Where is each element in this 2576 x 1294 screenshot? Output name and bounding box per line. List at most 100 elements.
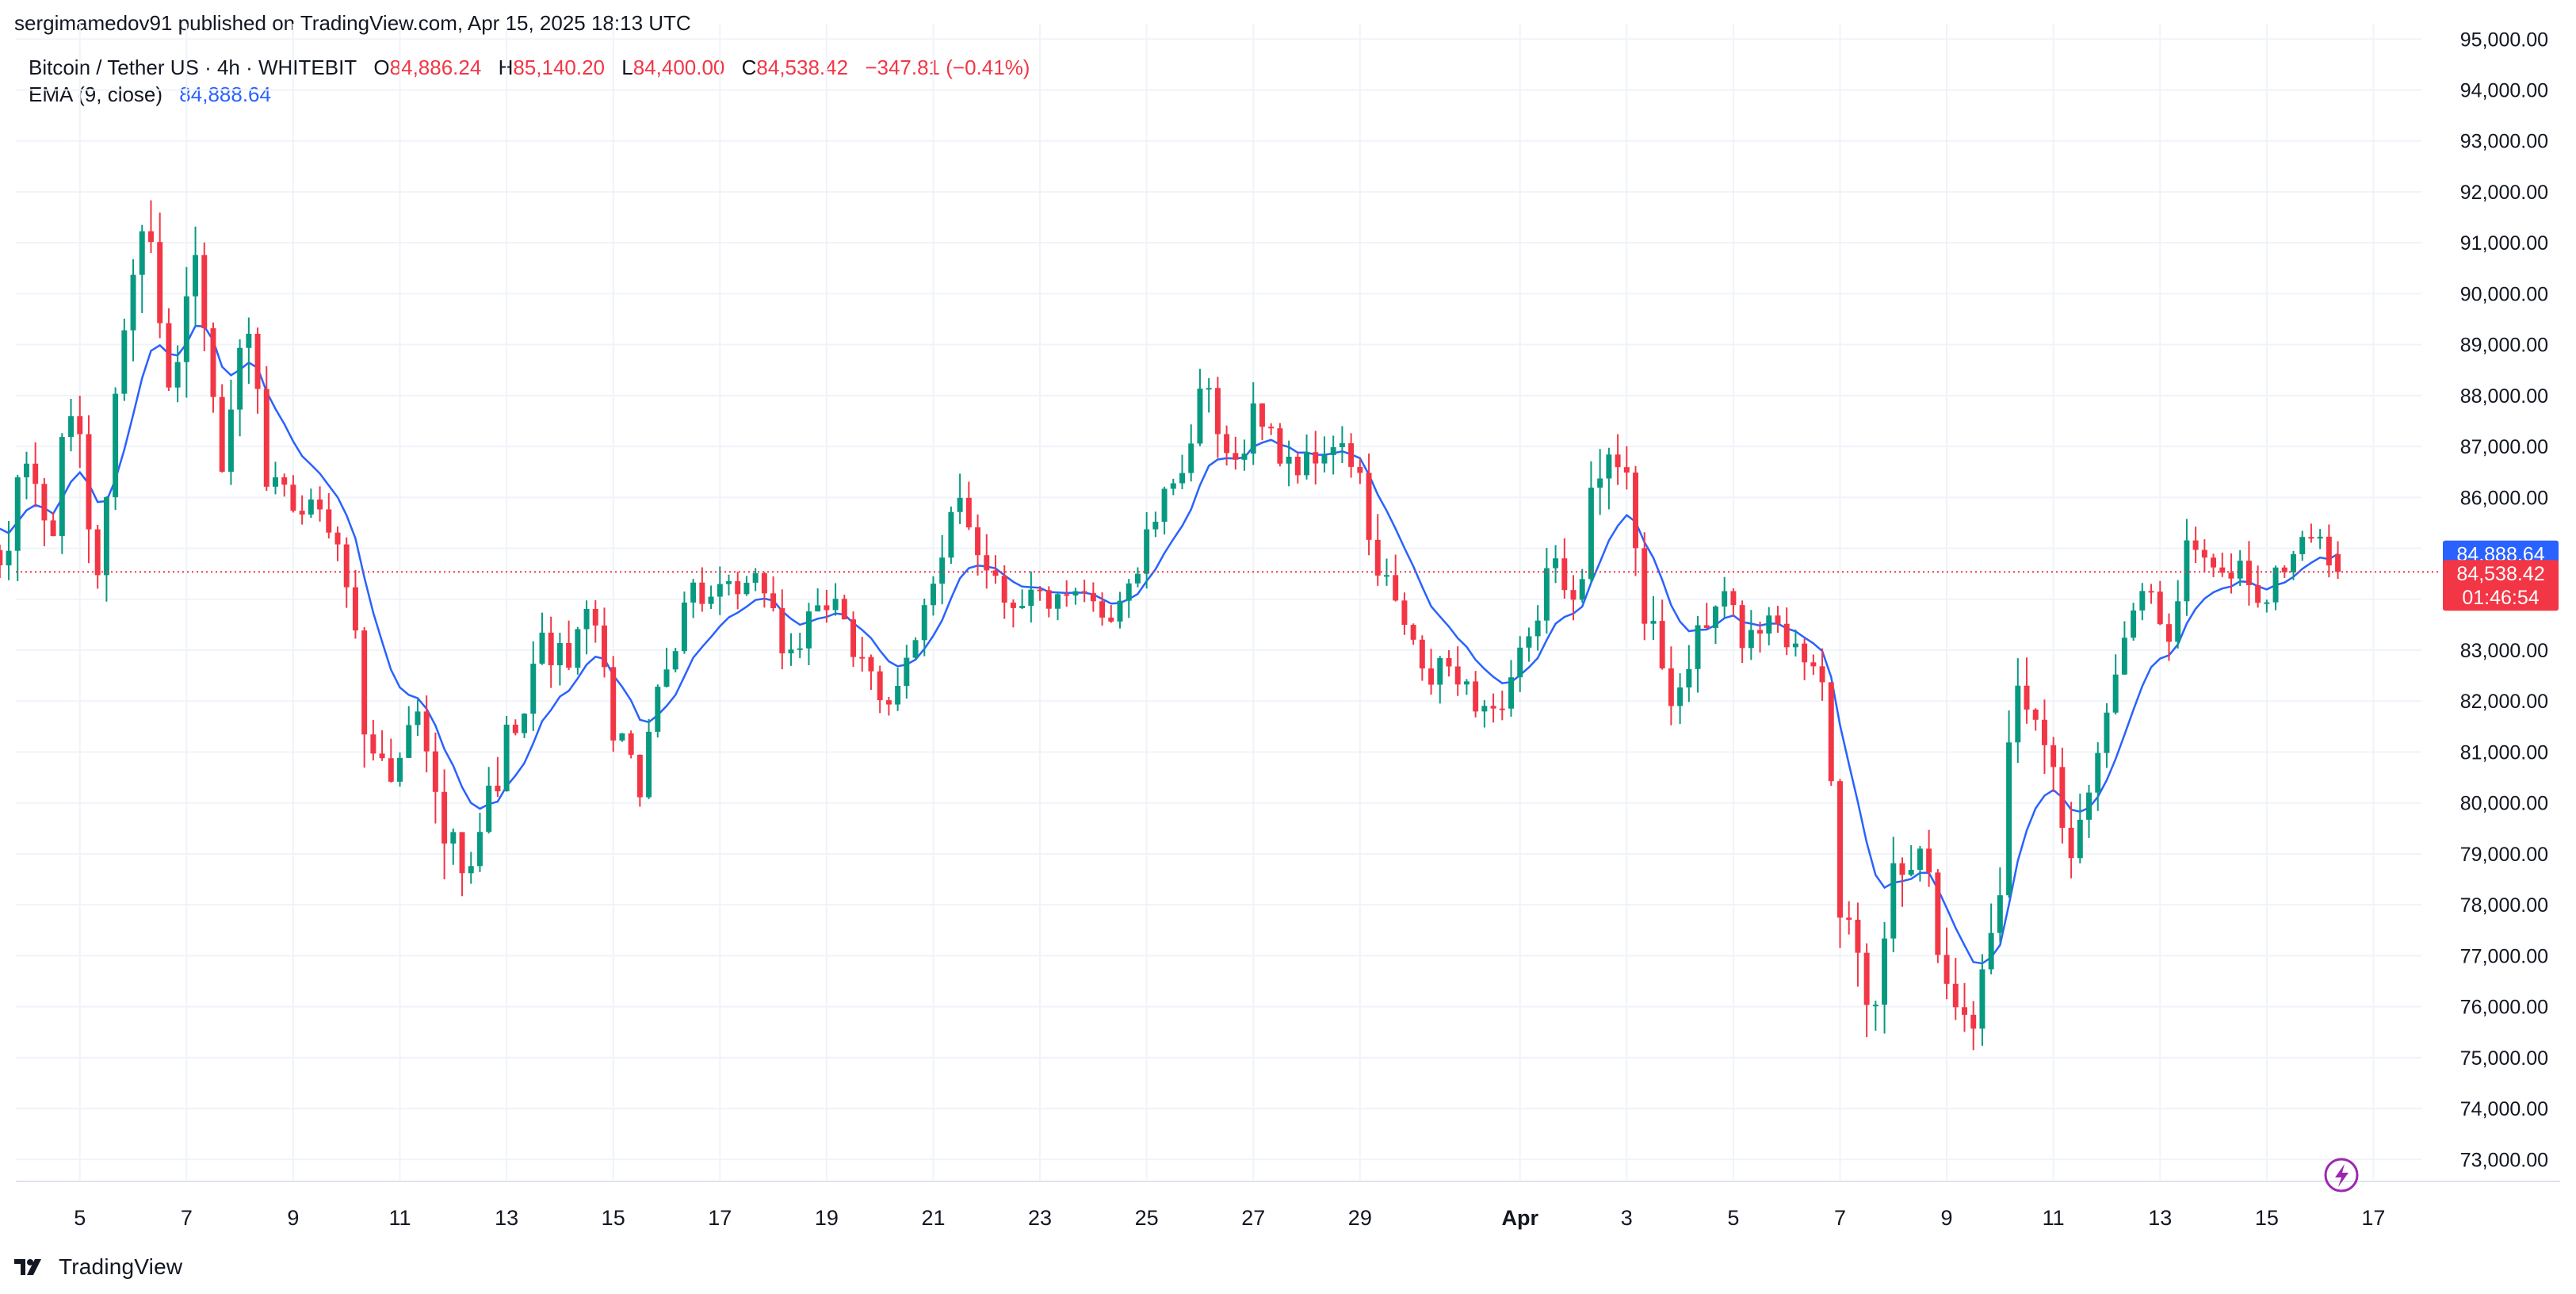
candle — [326, 493, 332, 539]
candle — [1161, 486, 1168, 535]
candle — [2237, 549, 2243, 587]
candle-body — [1473, 681, 1479, 712]
candle-body — [1943, 955, 1950, 984]
candle — [566, 620, 572, 671]
candle-body — [824, 605, 830, 611]
candle-body — [237, 347, 243, 410]
symbol-title[interactable]: Bitcoin / Tether US · 4h · WHITEBIT — [29, 56, 357, 79]
candle-body — [281, 477, 288, 485]
candle — [1144, 512, 1150, 589]
x-tick-label: 19 — [815, 1206, 839, 1230]
candle-body — [841, 599, 847, 620]
candle-body — [290, 484, 296, 511]
candle-body — [1526, 636, 1532, 648]
candle — [1188, 424, 1194, 482]
candle — [1810, 654, 1817, 676]
candle — [2255, 565, 2261, 608]
candle-body — [2024, 685, 2030, 710]
candle-body — [1561, 558, 1568, 591]
candle — [50, 511, 56, 537]
candle-body — [459, 832, 465, 874]
candle — [1783, 607, 1790, 656]
candle — [6, 521, 12, 580]
tradingview-logo[interactable]: TradingView — [14, 1254, 182, 1280]
candle — [761, 572, 767, 608]
candle — [885, 696, 892, 716]
candle-body — [1001, 576, 1007, 603]
candle-body — [575, 629, 581, 668]
candle-body — [1677, 687, 1684, 706]
candle — [548, 616, 554, 688]
candle — [423, 695, 430, 773]
candle — [1988, 903, 1994, 974]
candle-body — [2095, 752, 2101, 793]
candle — [2015, 658, 2021, 764]
candle — [2068, 802, 2074, 879]
candle-body — [41, 484, 48, 521]
candle — [779, 589, 785, 669]
candle-body — [761, 572, 767, 594]
y-tick-label: 77,000.00 — [2460, 945, 2548, 967]
candle-body — [1454, 666, 1461, 685]
candle-body — [2245, 561, 2252, 585]
candle — [1446, 650, 1452, 677]
ema-label[interactable]: EMA (9, close) — [29, 82, 163, 106]
candle-body — [1890, 863, 1897, 939]
candle-body — [130, 274, 136, 331]
candle-body — [2211, 557, 2217, 568]
published-byline: sergimamedov91 published on TradingView.… — [14, 11, 691, 35]
candle-body — [1695, 625, 1701, 669]
y-tick-label: 83,000.00 — [2460, 640, 2548, 662]
candle-body — [1783, 623, 1790, 648]
candle-body — [441, 791, 448, 844]
candle — [1712, 605, 1718, 645]
candle-body — [476, 832, 483, 867]
candle — [246, 317, 252, 385]
candle-body — [743, 582, 750, 595]
candle — [841, 594, 847, 620]
candle-body — [1037, 589, 1043, 591]
candle-body — [717, 584, 723, 597]
candle-body — [1055, 594, 1061, 609]
candle-body — [522, 714, 528, 733]
candle — [1837, 779, 1843, 948]
candle-body — [77, 415, 83, 435]
candle — [2139, 583, 2146, 621]
candle-body — [370, 734, 376, 754]
candle — [370, 720, 376, 761]
candle — [317, 486, 323, 522]
candle — [1535, 605, 1541, 651]
candle-body — [2148, 591, 2154, 593]
x-tick-label: 21 — [921, 1206, 945, 1230]
candle — [210, 322, 216, 413]
candle-body — [921, 605, 927, 641]
grid — [16, 24, 2421, 1180]
candle-body — [592, 609, 598, 626]
candle-body — [699, 582, 705, 604]
candle — [1766, 607, 1772, 645]
candle — [1090, 582, 1096, 612]
candle-body — [2272, 567, 2279, 603]
low-label: L — [621, 56, 633, 79]
candle-body — [2139, 591, 2146, 611]
candle-body — [1224, 434, 1230, 454]
x-tick-label: 9 — [287, 1206, 299, 1230]
candle — [877, 665, 883, 714]
candle-body — [1357, 466, 1363, 473]
candle-body — [1615, 454, 1621, 468]
candle-body — [2255, 584, 2261, 603]
candle-body — [663, 669, 670, 687]
candle-body — [2291, 553, 2296, 572]
candle — [406, 706, 412, 759]
candle-body — [503, 724, 510, 792]
candle — [975, 514, 981, 576]
y-tick-label: 75,000.00 — [2460, 1047, 2548, 1070]
candle — [1606, 447, 1612, 510]
candle — [1677, 673, 1684, 725]
candle-body — [859, 657, 866, 659]
candle — [2317, 529, 2323, 549]
lightning-icon[interactable] — [2324, 1158, 2359, 1193]
candle — [1819, 648, 1825, 701]
candle-body — [805, 611, 812, 649]
